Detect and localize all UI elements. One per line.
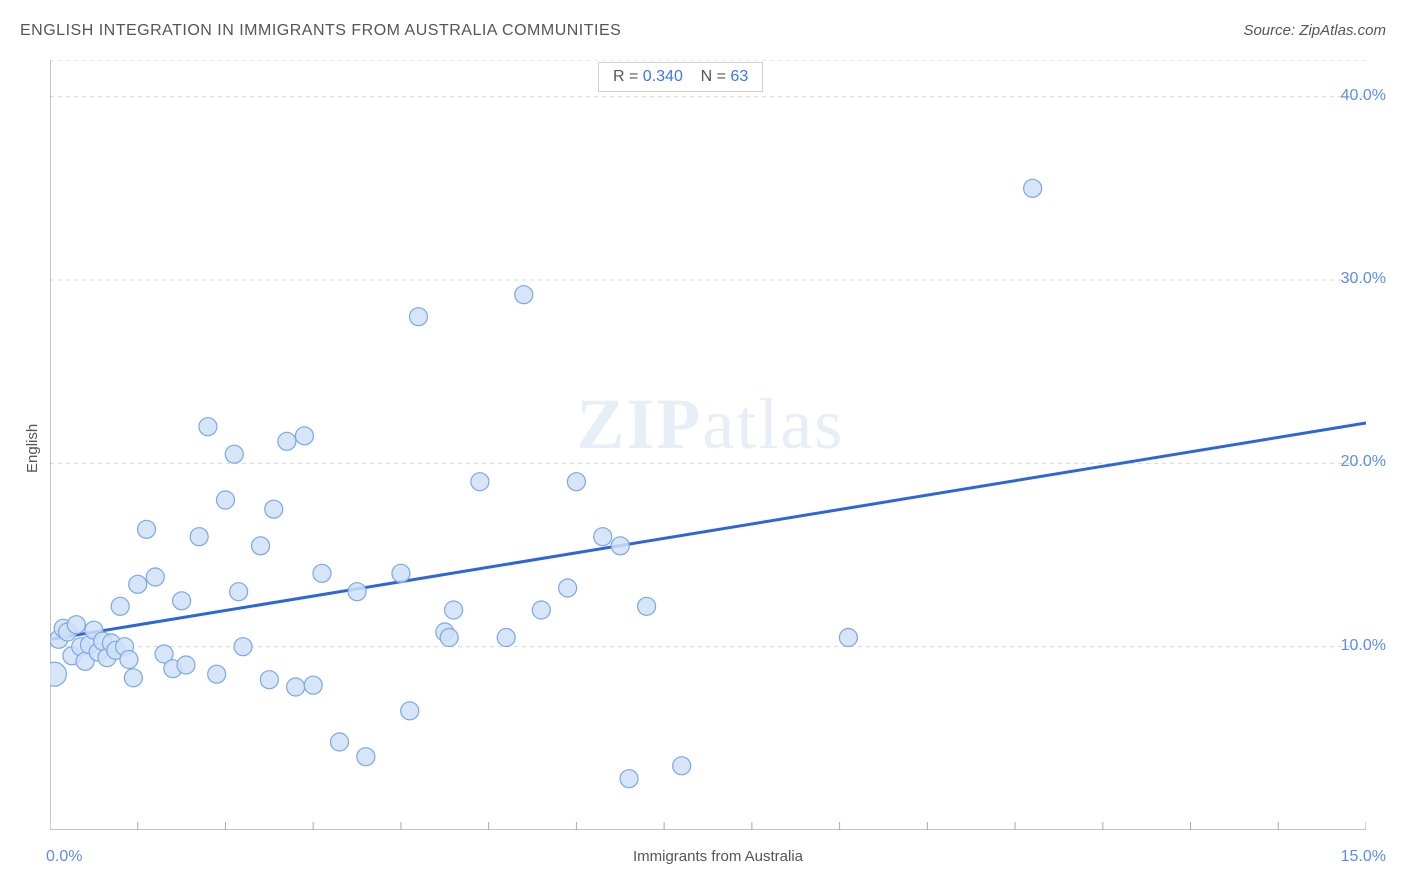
y-tick-label: 40.0% [1341, 87, 1386, 105]
y-tick-label: 30.0% [1341, 270, 1386, 288]
x-tick-label: 0.0% [46, 848, 82, 866]
source-label: Source: ZipAtlas.com [1243, 22, 1386, 39]
scatter-plot [50, 60, 1366, 830]
y-tick-label: 20.0% [1341, 453, 1386, 471]
x-tick-label: 15.0% [1341, 848, 1386, 866]
y-tick-label: 10.0% [1341, 637, 1386, 655]
stats-box: R = 0.340 N = 63 [598, 62, 763, 92]
chart-title: ENGLISH INTEGRATION IN IMMIGRANTS FROM A… [20, 22, 621, 40]
n-label: N = [701, 68, 726, 85]
r-value: 0.340 [643, 68, 683, 85]
n-value: 63 [730, 68, 748, 85]
chart-container: ENGLISH INTEGRATION IN IMMIGRANTS FROM A… [0, 0, 1406, 892]
x-axis-label: Immigrants from Australia [608, 848, 828, 865]
y-axis-label: English [24, 424, 41, 473]
r-label: R = [613, 68, 638, 85]
